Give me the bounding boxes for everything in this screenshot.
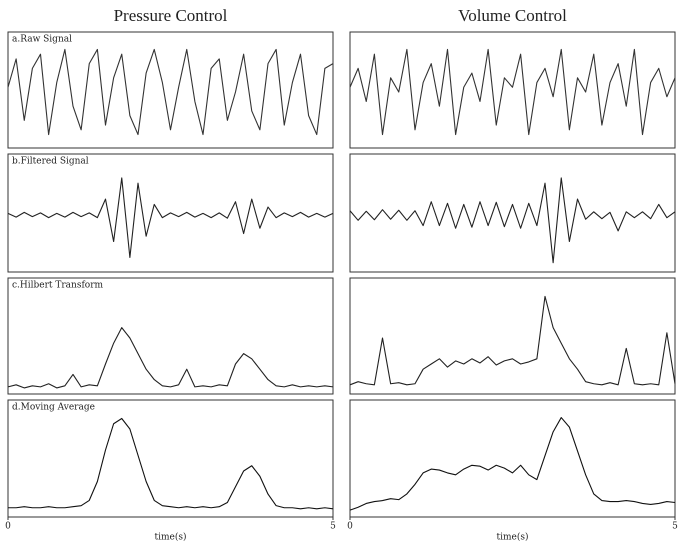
- panel-frame: [349, 31, 676, 149]
- x-axis-label: time(s): [155, 532, 187, 543]
- x-tick-label: 5: [330, 522, 336, 532]
- panel-frame: [7, 399, 334, 518]
- panel-label: b.Filtered Signal: [12, 157, 89, 167]
- column-title: Volume Control: [458, 6, 567, 25]
- signal-line: [349, 295, 676, 386]
- panel-frame: [349, 153, 676, 273]
- x-tick-label: 5: [672, 522, 678, 532]
- panel-label: d.Moving Average: [12, 403, 95, 413]
- x-tick-label: 0: [347, 522, 353, 532]
- signal-line: [8, 417, 334, 510]
- x-axis-label: time(s): [497, 532, 529, 543]
- panel-frame: [349, 277, 676, 395]
- x-tick-label: 0: [5, 522, 11, 532]
- panel-frame: [7, 153, 334, 273]
- panel-frame: [7, 277, 334, 395]
- panel-frame: [7, 31, 334, 149]
- signal-line: [7, 48, 334, 136]
- panel-label: a.Raw Signal: [12, 35, 72, 45]
- panel-label: c.Hilbert Transform: [12, 281, 104, 291]
- panel-frame: [349, 399, 676, 518]
- signal-line: [7, 327, 334, 389]
- signal-line: [7, 177, 334, 258]
- signal-line: [349, 177, 676, 264]
- column-title: Pressure Control: [114, 6, 228, 25]
- signal-line: [349, 48, 676, 136]
- signal-line: [349, 417, 676, 511]
